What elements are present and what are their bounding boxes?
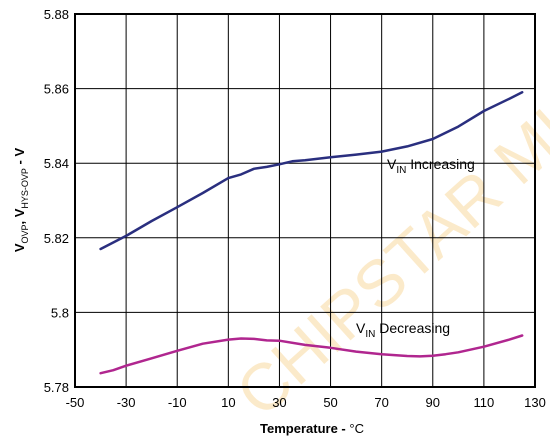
x-tick-label: -50 xyxy=(66,395,85,410)
x-tick-label: 50 xyxy=(323,395,337,410)
y-axis-label: VOVP, VHYS-OVP - V xyxy=(12,148,30,253)
x-tick-label: 10 xyxy=(221,395,235,410)
series-label-increasing-sub: IN xyxy=(396,165,406,176)
series-label-decreasing: VIN Decreasing xyxy=(356,320,450,340)
series-line-increasing xyxy=(99,91,524,251)
y-tick-label: 5.88 xyxy=(44,7,69,22)
y-tick-labels: 5.78 5.8 5.82 5.84 5.86 5.88 xyxy=(44,7,69,395)
x-tick-labels: -50 -30 -10 10 30 50 70 90 110 130 xyxy=(66,395,546,410)
x-tick-label: -30 xyxy=(117,395,136,410)
y-axis-label-tail: - V xyxy=(12,148,27,169)
y-tick-label: 5.82 xyxy=(44,231,69,246)
x-tick-label: 130 xyxy=(524,395,546,410)
x-axis-label-main: Temperature - xyxy=(260,421,349,436)
x-tick-label: 110 xyxy=(474,395,495,410)
y-tick-label: 5.86 xyxy=(44,82,69,97)
series-label-decreasing-sub: IN xyxy=(365,329,375,340)
x-tick-label: 30 xyxy=(272,395,286,410)
series-label-decreasing-main: V xyxy=(356,320,366,336)
y-tick-label: 5.84 xyxy=(44,156,69,171)
x-axis-label-unit: °C xyxy=(349,421,364,436)
y-axis-label-sep: , xyxy=(12,217,27,224)
series-label-decreasing-tail: Decreasing xyxy=(375,320,450,336)
series-line-decreasing xyxy=(99,334,524,375)
y-tick-label: 5.78 xyxy=(44,380,69,395)
x-tick-label: 70 xyxy=(374,395,388,410)
series-lines xyxy=(99,91,524,375)
series-label-increasing-tail: Increasing xyxy=(406,156,474,172)
x-tick-label: -10 xyxy=(168,395,187,410)
watermark-text: CHIPSTAR MICRO xyxy=(222,0,550,430)
series-label-increasing-main: V xyxy=(387,156,397,172)
y-axis-label-sub2: HYS-OVP xyxy=(20,168,30,209)
plot-frame xyxy=(74,13,536,388)
series-label-increasing: VIN Increasing xyxy=(387,156,475,176)
y-axis-label-v2: V xyxy=(12,208,27,217)
y-axis-label-sub1: OVP xyxy=(20,224,30,243)
x-tick-label: 90 xyxy=(426,395,440,410)
x-axis-label: Temperature - °C xyxy=(260,421,364,436)
y-axis-label-v1: V xyxy=(12,243,27,252)
y-tick-label: 5.8 xyxy=(51,305,69,320)
